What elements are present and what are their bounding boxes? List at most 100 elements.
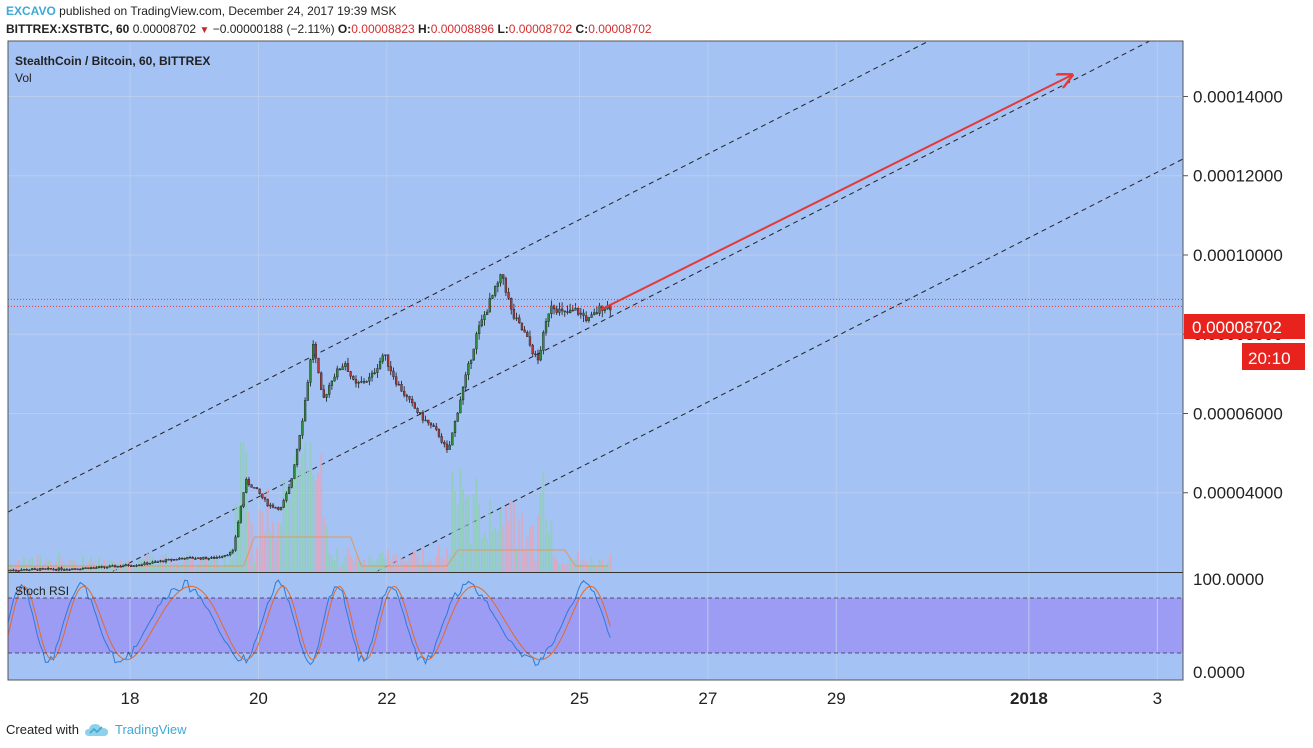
volume-bar — [520, 512, 523, 572]
volume-bar — [183, 558, 186, 572]
candle-body — [255, 487, 259, 490]
candle-body — [349, 371, 352, 377]
volume-bar — [31, 557, 34, 572]
grid-lines — [8, 41, 1183, 680]
candle-body — [378, 360, 382, 369]
volume-bar — [205, 557, 208, 572]
candle-body — [424, 419, 427, 422]
candle-body — [73, 568, 77, 570]
volume-bar — [542, 472, 545, 572]
candle-body — [121, 565, 125, 568]
volume-bar — [456, 504, 459, 572]
volume-bar — [296, 454, 299, 572]
volume-bar — [376, 558, 379, 572]
candle-body — [212, 557, 216, 559]
candle-body — [178, 558, 181, 560]
volume-bar — [229, 549, 232, 572]
volume-bar — [320, 454, 323, 572]
candle-body — [528, 336, 532, 346]
volume-bar — [304, 442, 307, 572]
volume-bar — [280, 524, 282, 572]
candle-body — [440, 436, 443, 443]
candle-body — [68, 569, 71, 571]
volume-bar — [199, 557, 202, 572]
volume-bar — [475, 478, 478, 572]
volume-bar — [347, 547, 349, 572]
candle-body — [550, 305, 553, 315]
candle-body — [510, 298, 513, 310]
candle-body — [277, 507, 280, 510]
volume-bar — [379, 553, 382, 572]
candle-body — [416, 408, 419, 413]
volume-bar — [274, 539, 277, 572]
volume-bar — [480, 537, 483, 572]
volume-bar — [569, 558, 572, 572]
volume-bar — [507, 521, 510, 572]
low-value: 0.00008702 — [508, 22, 573, 36]
candle-body — [285, 493, 288, 501]
candle-body — [57, 567, 60, 571]
candle-body — [483, 314, 486, 320]
volume-bar — [325, 526, 328, 572]
candle-body — [247, 479, 251, 485]
candle-body — [223, 554, 226, 557]
volume-bar — [547, 533, 550, 572]
projection-arrow[interactable] — [599, 75, 1072, 311]
volume-bar — [132, 564, 135, 572]
volume-bar — [264, 533, 266, 572]
volume-bar — [218, 567, 221, 572]
volume-bar — [181, 563, 183, 572]
volume-bar — [496, 530, 499, 572]
volume-bar — [336, 548, 339, 572]
candle-body — [44, 568, 47, 570]
trend-channel[interactable] — [8, 0, 1183, 748]
volume-bar — [221, 567, 224, 572]
volume-bar — [419, 564, 422, 572]
price-tick-label: 0.00004000 — [1193, 484, 1283, 503]
candle-body — [199, 557, 202, 560]
candle-body — [301, 420, 304, 436]
candle-body — [443, 442, 446, 445]
volume-bar — [175, 563, 178, 572]
volume-bar — [590, 557, 593, 572]
volume-bar — [167, 566, 170, 572]
candle-body — [242, 492, 245, 507]
time-axis[interactable]: 18 20 22 25 27 29 2018 3 — [121, 689, 1163, 708]
volume-bar — [344, 555, 347, 572]
volume-bar — [63, 562, 66, 572]
candle-body — [20, 569, 23, 572]
candle-body — [328, 385, 331, 395]
candle-body — [542, 332, 545, 351]
price-lines — [8, 298, 1183, 307]
candle-body — [384, 354, 387, 356]
candle-body — [456, 412, 459, 422]
volume-bar — [330, 555, 333, 572]
candle-body — [151, 561, 154, 564]
volume-bar — [571, 562, 574, 572]
author-link[interactable]: EXCAVO — [6, 4, 56, 18]
volume-bar — [306, 470, 309, 572]
candle-body — [408, 396, 411, 400]
price-axis[interactable]: 0.000040000.000060000.000080000.00010000… — [1183, 87, 1283, 503]
volume-bar — [272, 521, 274, 572]
candle-body — [354, 379, 358, 384]
volume-bar — [440, 556, 443, 572]
time-tick-label: 22 — [377, 689, 396, 708]
candle-body — [84, 567, 87, 569]
candle-body — [156, 561, 160, 563]
candle-body — [499, 274, 502, 284]
candle-body — [148, 563, 152, 565]
volume-bar — [606, 562, 609, 572]
tradingview-link[interactable]: TradingView — [114, 722, 187, 737]
rsi-band — [8, 598, 1183, 653]
candle-body — [427, 419, 430, 424]
volume-bar — [312, 475, 315, 572]
symbol-line: BITTREX:XSTBTC, 60 — [6, 22, 130, 36]
volume-bar — [582, 558, 585, 572]
candle-body — [261, 493, 264, 498]
candle-body — [36, 568, 39, 571]
rsi-level-100: 100.0000 — [1193, 570, 1264, 589]
candle-body — [590, 314, 593, 318]
volume-bar — [491, 531, 494, 572]
